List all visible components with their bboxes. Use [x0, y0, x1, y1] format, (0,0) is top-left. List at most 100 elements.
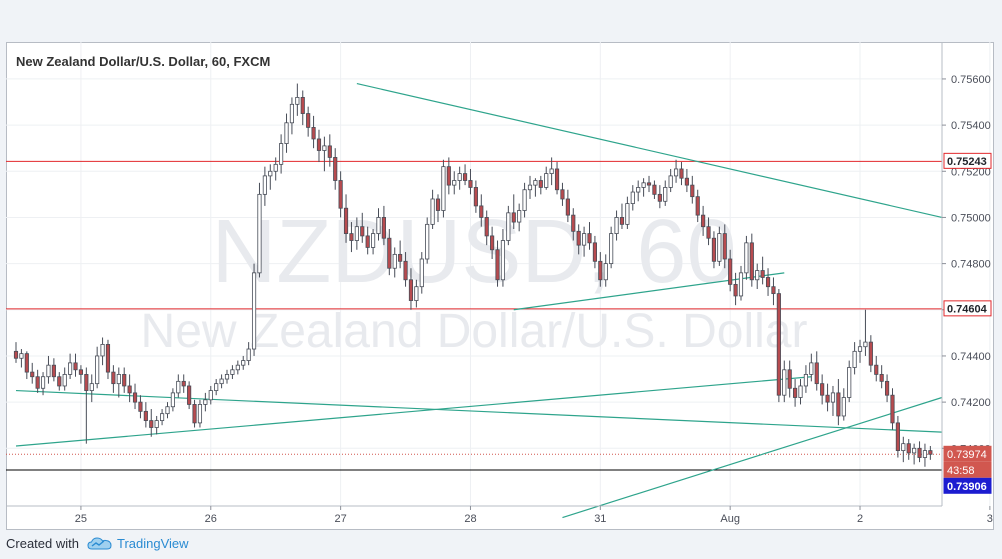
candle [273, 157, 278, 181]
price-badge-box [943, 300, 992, 317]
candle-body [668, 175, 673, 188]
candle-body [592, 242, 597, 262]
candle [73, 353, 78, 377]
candle [625, 196, 630, 229]
trendline [15, 389, 943, 433]
candle-body [857, 346, 863, 352]
candle-body [462, 173, 468, 181]
candle-body [446, 166, 451, 186]
candle-body [160, 413, 165, 421]
candle [852, 342, 857, 375]
candle-body [760, 270, 765, 278]
candle [84, 367, 89, 444]
candle-body [192, 404, 197, 424]
candle-body [549, 168, 554, 174]
candle [387, 228, 392, 276]
candle [414, 279, 419, 308]
candle-body [852, 350, 857, 368]
price-badge-countdown: 43:58 [943, 461, 992, 478]
candle [901, 436, 906, 463]
candle [105, 339, 111, 380]
candle-body [527, 184, 533, 191]
candle [289, 97, 295, 135]
candle [565, 189, 570, 223]
candle-body [706, 226, 711, 239]
price-badge-label: 0.73974 [947, 449, 987, 461]
candle-body [214, 383, 219, 391]
candle [863, 309, 868, 356]
candle [338, 171, 343, 218]
candle [922, 443, 928, 467]
candle-body [825, 394, 830, 403]
candle-body [84, 374, 89, 391]
candle-body [235, 364, 240, 371]
candle [149, 409, 154, 437]
price-tick-label: 0.74400 [951, 351, 991, 363]
grid [6, 42, 991, 506]
candle-body [435, 198, 441, 211]
candle-body [149, 420, 154, 428]
candle-body [165, 406, 170, 415]
time-tick-label: 28 [464, 513, 476, 525]
candle [219, 374, 224, 389]
candle [30, 362, 35, 384]
candle-body [782, 369, 787, 396]
candle [798, 379, 803, 405]
trendline [356, 82, 943, 219]
candle-body [289, 103, 295, 124]
candle-body [68, 362, 73, 375]
candle [95, 346, 100, 389]
candle [322, 136, 327, 172]
candle [484, 210, 489, 246]
candle [381, 205, 386, 246]
candle-body [884, 380, 890, 396]
candle [836, 379, 841, 426]
candle-body [776, 293, 781, 396]
candle [452, 171, 457, 195]
candle [68, 353, 73, 380]
candle [19, 349, 24, 368]
watermark-name: New Zealand Dollar/U.S. Dollar [141, 305, 808, 358]
price-badge-box [943, 445, 992, 462]
candle-body [24, 353, 29, 373]
candle-body [684, 177, 689, 186]
candle [636, 180, 641, 202]
candle-body [874, 364, 879, 375]
candle [430, 189, 435, 229]
candle-body [717, 233, 722, 262]
candle-body [425, 223, 430, 260]
candle-body [468, 180, 473, 188]
candle-body [598, 260, 603, 281]
candle-body [105, 344, 111, 373]
candle [127, 374, 132, 403]
candle [884, 374, 890, 403]
candle [446, 157, 451, 195]
candle-body [268, 170, 273, 177]
candle [787, 360, 792, 398]
candle-body [257, 193, 262, 274]
candle [365, 226, 370, 255]
candle [706, 217, 711, 246]
candle-body [203, 399, 208, 405]
candle-body [701, 214, 706, 228]
candle-body [500, 240, 506, 281]
candle [895, 415, 900, 458]
price-tick-label: 0.74200 [951, 397, 991, 409]
candle-body [484, 217, 489, 237]
candle-body [582, 233, 587, 246]
candle-body [901, 443, 906, 451]
trendline [15, 376, 812, 447]
candle [684, 168, 689, 193]
candle-body [922, 450, 928, 458]
candle [111, 365, 116, 393]
candle-body [154, 420, 159, 428]
candle [506, 205, 511, 246]
candle [143, 402, 148, 428]
candle [830, 385, 836, 416]
candle-body [538, 180, 543, 188]
candle-body [132, 392, 138, 403]
candle [544, 166, 549, 190]
candle [300, 90, 305, 126]
tradingview-logo[interactable]: TradingView [87, 536, 189, 551]
